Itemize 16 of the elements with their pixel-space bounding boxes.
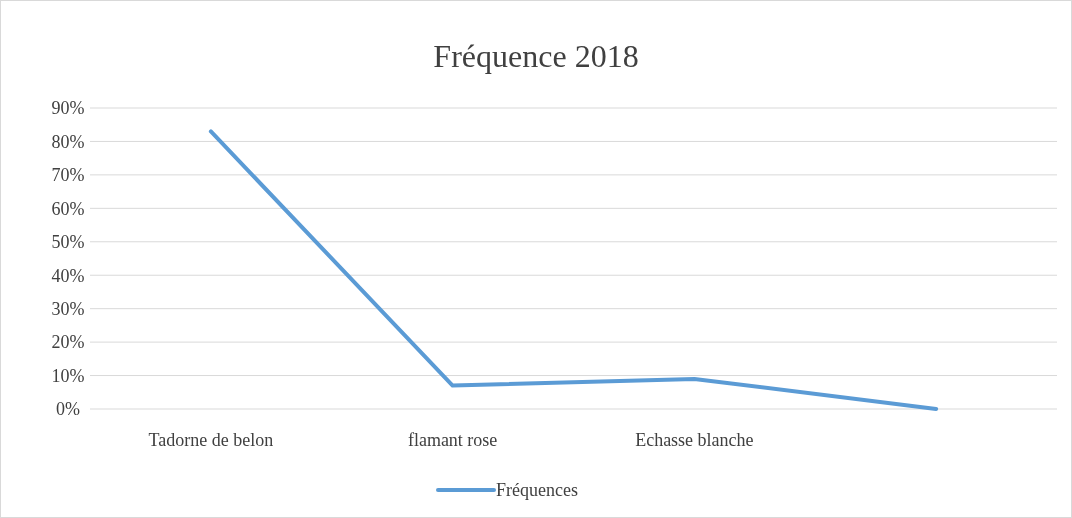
y-tick-label: 20%: [51, 332, 85, 353]
x-tick-label: Tadorne de belon: [148, 430, 274, 450]
y-tick-label: 90%: [51, 98, 85, 119]
chart-title: Fréquence 2018: [433, 38, 639, 74]
y-tick-label: 50%: [51, 232, 85, 253]
y-tick-label: 70%: [51, 165, 85, 186]
y-tick-label: 30%: [51, 298, 85, 319]
y-tick-label: 0%: [56, 399, 80, 420]
y-tick-label: 80%: [51, 131, 85, 152]
y-tick-label: 40%: [51, 265, 85, 286]
y-tick-label: 10%: [51, 365, 85, 386]
line-series: [208, 129, 939, 411]
legend-label: Fréquences: [496, 480, 578, 501]
x-tick-label: flamant rose: [407, 430, 498, 450]
x-tick-label: Echasse blanche: [635, 430, 754, 450]
y-tick-label: 60%: [51, 198, 85, 219]
